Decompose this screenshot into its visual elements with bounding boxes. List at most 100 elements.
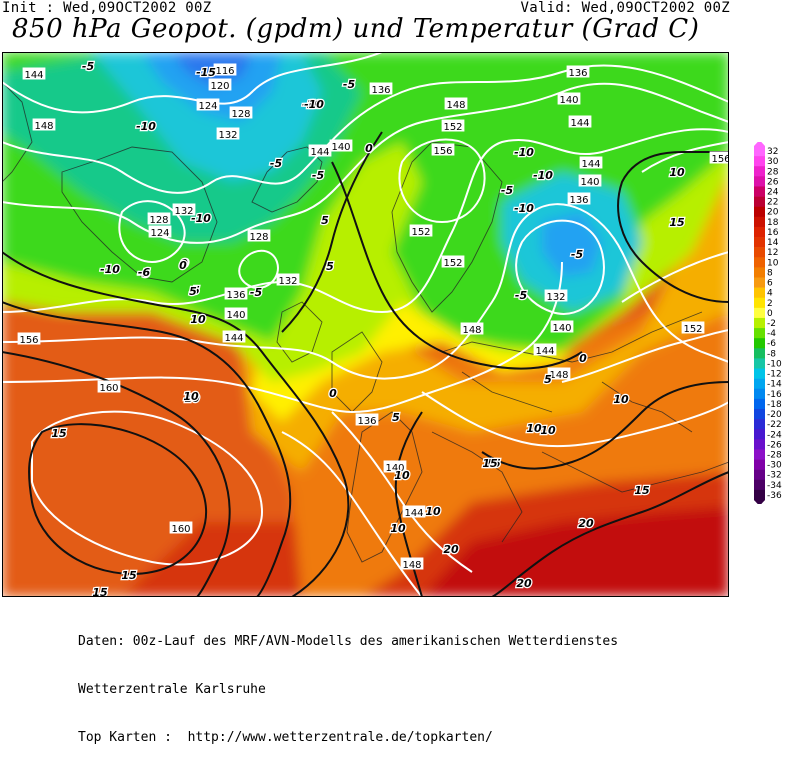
geopotential-label-box xyxy=(172,203,196,216)
temperature-label: 20 xyxy=(516,577,532,590)
temperature-legend: 32302826242220181614121086420-2-4-6-8-10… xyxy=(754,142,782,504)
geopotential-label-box xyxy=(213,63,237,76)
temperature-label: -5 xyxy=(250,286,263,299)
geopotential-label: 144 xyxy=(310,147,329,158)
geopotential-label-box xyxy=(355,413,379,426)
legend-label: -28 xyxy=(767,450,782,460)
legend-label: -6 xyxy=(767,339,776,349)
legend-label: 4 xyxy=(767,289,773,299)
geopotential-label-box xyxy=(147,212,171,225)
geopotential-label: 140 xyxy=(226,310,245,321)
legend-arrow-up-icon xyxy=(754,142,765,146)
legend-label: -2 xyxy=(767,319,776,329)
geopotential-label-box xyxy=(308,144,332,157)
legend-label: 30 xyxy=(767,157,779,167)
temperature-label: 0 xyxy=(180,257,188,270)
geopotential-label: 132 xyxy=(174,206,193,217)
legend-swatch xyxy=(754,317,765,329)
legend-label: 16 xyxy=(767,228,779,238)
temperature-label: 5 xyxy=(321,214,329,227)
temperature-label: 15 xyxy=(92,586,108,597)
temperature-label: 10 xyxy=(669,166,685,179)
temperature-label: -10 xyxy=(100,263,120,276)
geopotential-label-box xyxy=(400,557,424,570)
geopotential-label-box xyxy=(568,115,592,128)
geopotential-label: 144 xyxy=(535,346,554,357)
geopotential-label-box xyxy=(550,320,574,333)
geopotential-label: 140 xyxy=(552,323,571,334)
legend-swatch xyxy=(754,388,765,400)
geopotential-label-box xyxy=(579,156,603,169)
temperature-label: 10 xyxy=(613,393,629,406)
geopotential-label-box xyxy=(32,118,56,131)
geopotential-label: 148 xyxy=(402,560,421,571)
geopotential-label: 132 xyxy=(278,276,297,287)
weather-map: 144 1161201241281321481401441361361401441… xyxy=(2,52,729,597)
geopotential-label: 148 xyxy=(462,325,481,336)
legend-swatch xyxy=(754,237,765,248)
temperature-label: -5 xyxy=(501,184,514,197)
legend-swatch xyxy=(754,247,765,258)
geopotential-label-box xyxy=(533,343,557,356)
geopotential-label: 144 xyxy=(224,333,243,344)
geopotential-label: 128 xyxy=(249,232,268,243)
temperature-label: 5 xyxy=(544,373,552,386)
temperature-label: 15 xyxy=(485,457,501,470)
legend-label: -16 xyxy=(767,390,782,400)
temperature-label: -5 xyxy=(82,60,95,73)
geopotential-label-box xyxy=(17,332,41,345)
geopotential-label-box xyxy=(222,330,246,343)
legend-label: 10 xyxy=(767,258,779,268)
temperature-label: 0 xyxy=(579,352,587,365)
legend-swatch xyxy=(754,297,765,309)
temperature-label: 15 xyxy=(634,484,650,497)
geopotential-label-box xyxy=(208,78,232,91)
legend-label: -26 xyxy=(767,440,782,450)
temperature-label: 10 xyxy=(540,424,556,437)
legend-label: 20 xyxy=(767,208,779,218)
geopotential-label-box xyxy=(709,151,729,164)
geopotential-label: 136 xyxy=(568,68,587,79)
temperature-label: 10 xyxy=(425,505,441,518)
legend-color-bar xyxy=(754,142,765,504)
temperature-label: -5 xyxy=(270,157,283,170)
footer-line-link: Top Karten : http://www.wetterzentrale.d… xyxy=(78,730,493,745)
legend-swatch xyxy=(754,186,765,197)
legend-labels: 32302826242220181614121086420-2-4-6-8-10… xyxy=(767,147,782,501)
temperature-label: 0 xyxy=(179,259,187,272)
temperature-label: 0 xyxy=(365,142,373,155)
temperature-label: 15 xyxy=(482,457,498,470)
legend-label: -22 xyxy=(767,420,782,430)
legend-swatch xyxy=(754,156,765,167)
init-time-label: Init : Wed,09OCT2002 00Z xyxy=(2,0,212,16)
legend-label: 32 xyxy=(767,147,778,157)
temperature-label: 5 xyxy=(326,260,334,273)
legend-swatch xyxy=(754,166,765,177)
geopotential-label: 120 xyxy=(210,81,229,92)
geopotential-label: 144 xyxy=(581,159,600,170)
temperature-label: 0 xyxy=(329,387,337,400)
valid-time-label: Valid: Wed,09OCT2002 00Z xyxy=(520,0,730,16)
geopotential-label: 152 xyxy=(443,258,462,269)
legend-swatch xyxy=(754,338,765,349)
temperature-label: 5 xyxy=(392,411,400,424)
geopotential-labels: 144 1161201241281321481401441361361401441… xyxy=(17,63,729,571)
geopotential-label: 156 xyxy=(433,146,452,157)
temperature-label: 15 xyxy=(669,216,685,229)
temperature-label: -5 xyxy=(138,267,151,280)
legend-label: 0 xyxy=(767,309,773,319)
legend-label: 12 xyxy=(767,248,778,258)
geopotential-label: 140 xyxy=(331,142,350,153)
geopotential-label: 136 xyxy=(569,195,588,206)
temperature-label: 10 xyxy=(190,313,206,326)
geopotential-label: 144 xyxy=(570,118,589,129)
chart-title: 850 hPa Geopot. (gpdm) und Temperatur (G… xyxy=(12,14,700,44)
temperature-label: -6 xyxy=(138,266,151,279)
legend-swatch xyxy=(754,398,765,410)
temperature-label: -10 xyxy=(302,98,322,111)
legend-swatch xyxy=(754,176,765,187)
legend-label: -36 xyxy=(767,491,782,501)
legend-swatch xyxy=(754,328,765,339)
legend-label: 14 xyxy=(767,238,779,248)
geopotential-label: 160 xyxy=(99,383,118,394)
